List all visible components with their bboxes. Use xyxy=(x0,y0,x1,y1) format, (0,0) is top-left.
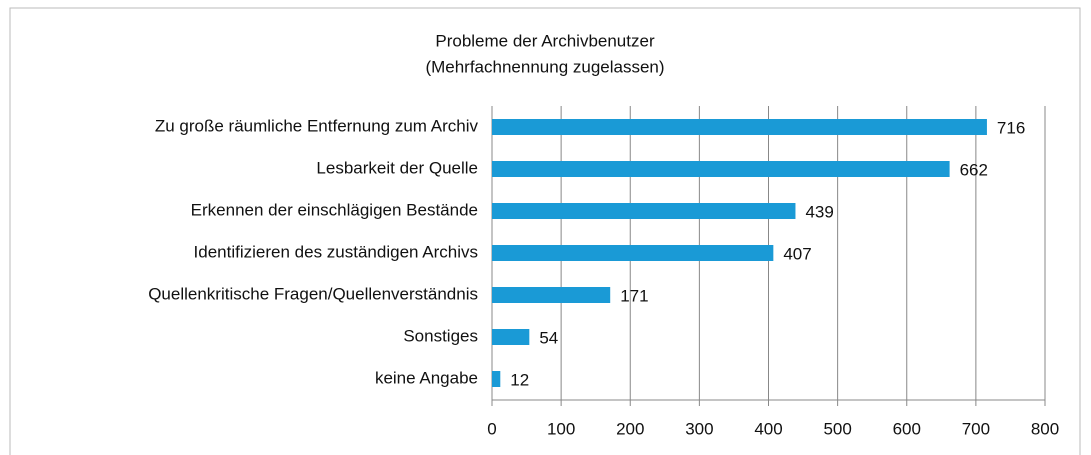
value-label: 12 xyxy=(510,370,529,389)
y-tick-label: Erkennen der einschlägigen Bestände xyxy=(191,200,478,219)
bar xyxy=(492,329,530,345)
value-label: 171 xyxy=(620,286,648,305)
chart-subtitle: (Mehrfachnennung zugelassen) xyxy=(425,57,664,76)
y-tick-label: Sonstiges xyxy=(403,326,478,345)
x-tick-label: 800 xyxy=(1031,419,1059,438)
x-tick-label: 300 xyxy=(685,419,713,438)
y-tick-label: Identifizieren des zuständigen Archivs xyxy=(194,242,478,261)
value-label: 662 xyxy=(960,160,988,179)
x-tick-label: 200 xyxy=(616,419,644,438)
chart-frame xyxy=(9,7,1081,455)
x-tick-label: 100 xyxy=(547,419,575,438)
y-tick-label: Quellenkritische Fragen/Quellenverständn… xyxy=(148,284,478,303)
bar xyxy=(492,203,796,219)
bar xyxy=(492,245,774,261)
y-tick-label: keine Angabe xyxy=(375,368,478,387)
value-label: 716 xyxy=(997,118,1025,137)
bar xyxy=(492,161,950,177)
value-label: 407 xyxy=(783,244,811,263)
x-tick-label: 0 xyxy=(487,419,496,438)
value-label: 439 xyxy=(805,202,833,221)
y-tick-label: Lesbarkeit der Quelle xyxy=(316,158,478,177)
chart-title: Probleme der Archivbenutzer xyxy=(435,31,655,50)
bar xyxy=(492,287,611,303)
x-tick-label: 400 xyxy=(754,419,782,438)
x-tick-label: 600 xyxy=(893,419,921,438)
value-label: 54 xyxy=(539,328,558,347)
bar xyxy=(492,119,987,135)
y-tick-label: Zu große räumliche Entfernung zum Archiv xyxy=(155,116,479,135)
x-tick-label: 500 xyxy=(823,419,851,438)
x-tick-label: 700 xyxy=(962,419,990,438)
bar xyxy=(492,371,501,387)
